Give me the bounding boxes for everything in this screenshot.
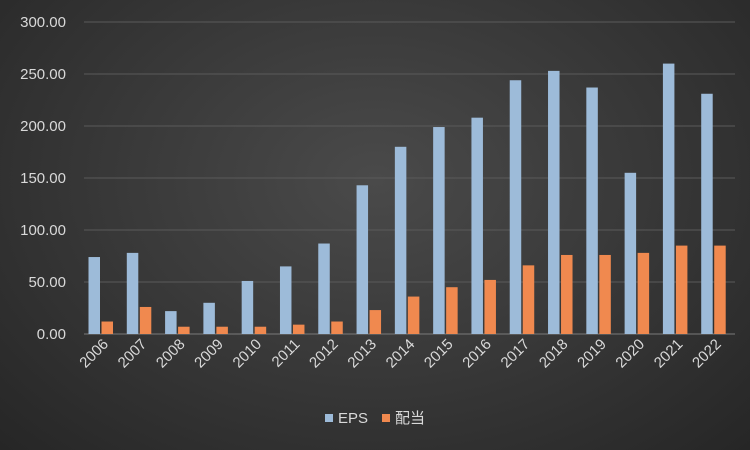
bar-dividend <box>292 324 305 334</box>
x-tick-label: 2008 <box>153 336 189 372</box>
bar-dividend <box>599 254 611 334</box>
x-tick-label: 2022 <box>689 336 725 372</box>
bar-dividend <box>369 310 382 334</box>
bar-dividend <box>484 279 496 334</box>
bar-dividend <box>714 245 726 334</box>
y-axis-ticks: 0.00 50.00 100.00 150.00 200.00 250.00 300.00 <box>20 14 66 343</box>
bar-eps <box>318 243 330 334</box>
bar-dividend <box>675 245 688 334</box>
x-tick-label: 2015 <box>421 336 457 372</box>
bar-eps <box>203 302 215 334</box>
bar-eps <box>624 172 637 334</box>
x-tick-label: 2011 <box>269 336 304 371</box>
bar-dividend <box>637 252 650 334</box>
legend: EPS 配当 <box>325 410 425 427</box>
bar-dividend <box>561 254 573 334</box>
y-tick-label: 250.00 <box>20 66 66 83</box>
x-tick-label: 2009 <box>191 336 227 372</box>
legend-swatch-eps <box>325 414 333 422</box>
x-tick-label: 2013 <box>344 336 380 372</box>
bar-eps <box>548 70 560 334</box>
bar-eps <box>356 185 369 334</box>
x-tick-label: 2007 <box>115 336 151 372</box>
x-axis-ticks: 2006 2007 2008 2009 2010 2011 2012 2013 2014 2015… <box>76 336 724 372</box>
legend-label-eps: EPS <box>338 410 368 427</box>
bar-eps <box>586 87 598 335</box>
x-tick-label: 2017 <box>498 336 534 372</box>
bar-eps <box>701 93 713 334</box>
y-tick-label: 0.00 <box>37 326 66 343</box>
y-tick-label: 300.00 <box>20 14 66 31</box>
x-tick-label: 2012 <box>306 336 342 372</box>
bar-eps <box>394 146 407 334</box>
x-tick-label: 2018 <box>536 336 572 372</box>
x-tick-label: 2016 <box>459 336 495 372</box>
y-tick-label: 150.00 <box>20 170 66 187</box>
bar-eps <box>88 257 100 334</box>
bar-dividend <box>446 287 458 334</box>
x-tick-label: 2010 <box>230 336 266 372</box>
bar-eps <box>509 80 522 335</box>
bar-eps <box>433 127 445 334</box>
bar-eps <box>126 252 139 334</box>
y-tick-label: 100.00 <box>20 222 66 239</box>
bar-dividend <box>331 321 343 334</box>
y-tick-label: 200.00 <box>20 118 66 135</box>
x-tick-label: 2006 <box>76 336 112 372</box>
bar-dividend <box>216 326 228 334</box>
legend-label-dividend: 配当 <box>395 410 425 427</box>
bar-eps <box>662 63 675 334</box>
x-tick-label: 2021 <box>651 336 687 372</box>
bar-eps <box>279 266 292 334</box>
bar-eps <box>165 311 177 334</box>
bar-eps <box>241 280 254 334</box>
bar-dividend <box>407 296 420 334</box>
gridlines <box>84 21 735 335</box>
y-tick-label: 50.00 <box>28 274 66 291</box>
bar-dividend <box>139 306 152 334</box>
bar-dividend <box>254 326 267 334</box>
bar-eps <box>471 117 483 335</box>
bar-dividend <box>101 321 113 334</box>
x-tick-label: 2020 <box>612 336 648 372</box>
legend-swatch-dividend <box>382 414 390 422</box>
x-tick-label: 2019 <box>574 336 610 372</box>
bar-dividend <box>522 265 535 334</box>
bars <box>88 63 726 335</box>
bar-dividend <box>178 326 190 334</box>
x-tick-label: 2014 <box>383 336 419 372</box>
